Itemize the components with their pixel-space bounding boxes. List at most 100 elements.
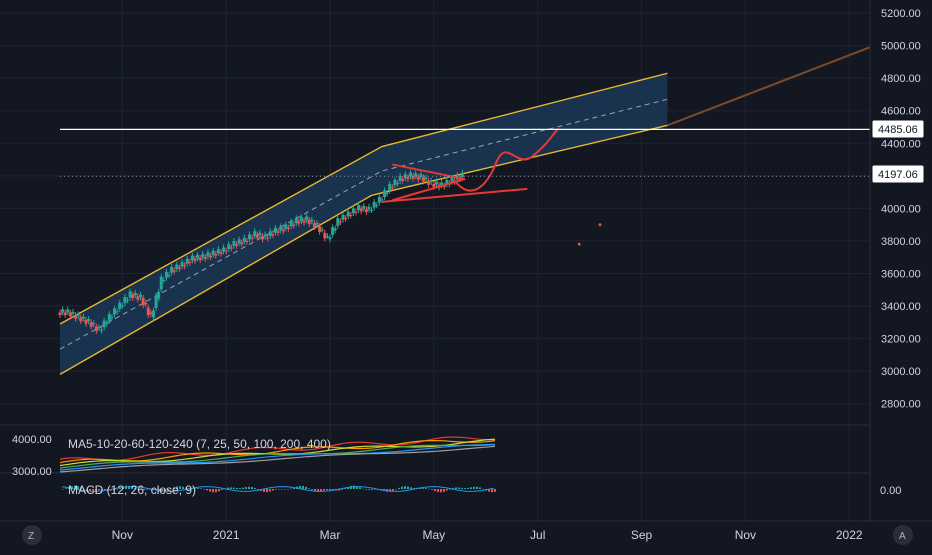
macd-histogram-bar: [455, 487, 457, 489]
macd-histogram-bar: [467, 487, 469, 489]
ma-line: [59, 445, 496, 473]
macd-histogram-bar: [392, 489, 394, 491]
candle-body: [123, 297, 127, 304]
macd-histogram-bar: [275, 489, 277, 490]
candle-body: [440, 182, 444, 186]
macd-histogram-bar: [230, 487, 232, 489]
candle-body: [131, 294, 135, 298]
candle-body: [434, 181, 438, 185]
price-tick-label: 5200.00: [881, 8, 921, 20]
marker-dot: [598, 223, 602, 227]
macd-histogram-bar: [128, 485, 130, 489]
candle-body: [175, 264, 179, 270]
time-axis[interactable]: Nov 2021 Mar May Jul Sep Nov 2022: [112, 528, 863, 542]
price-tag-upper[interactable]: 4485.06: [871, 119, 925, 139]
macd-histogram-bar: [203, 489, 205, 490]
triangle-pattern[interactable]: [392, 163, 466, 202]
macd-histogram-bar: [185, 487, 187, 489]
candle-body: [113, 308, 117, 315]
candle-body: [354, 211, 358, 213]
time-tick-label: 2022: [836, 528, 863, 542]
candle-body: [357, 205, 361, 210]
candle-body: [245, 240, 249, 242]
candlestick-series: [58, 169, 464, 334]
macd-histogram-bar: [182, 486, 184, 489]
macd-indicator-pane[interactable]: [61, 485, 496, 493]
candle-body: [406, 177, 410, 180]
macd-indicator-title[interactable]: MACD (12, 26, close, 9): [68, 483, 196, 497]
macd-histogram-bar: [212, 489, 214, 493]
macd-histogram-bar: [167, 489, 169, 491]
candle-body: [196, 254, 200, 259]
macd-histogram-bar: [269, 489, 271, 492]
macd-histogram-bar: [284, 489, 286, 490]
macd-histogram-bar: [314, 489, 316, 491]
projected-path[interactable]: [453, 127, 560, 192]
macd-histogram-bar: [209, 489, 211, 492]
macd-histogram-bar: [101, 489, 103, 490]
auto-scale-button[interactable]: A: [893, 525, 913, 545]
macd-histogram-bar: [347, 486, 349, 489]
macd-line: [61, 486, 495, 492]
trend-extension-line[interactable]: [667, 46, 871, 127]
candle-body: [401, 179, 405, 181]
channel-lower-line[interactable]: [59, 124, 668, 376]
candle-body: [408, 172, 412, 177]
macd-histogram-bar: [80, 487, 82, 489]
candle-body: [424, 177, 428, 180]
candle-body: [126, 299, 129, 301]
candle-body: [58, 312, 62, 315]
macd-histogram-bar: [62, 488, 64, 490]
candle-body: [227, 244, 231, 250]
macd-histogram-bar: [341, 489, 343, 490]
candle-body: [320, 229, 324, 231]
candle-body: [167, 275, 171, 277]
candle-body: [87, 319, 91, 322]
candle-body: [193, 258, 197, 261]
ma-indicator-pane[interactable]: [59, 436, 496, 473]
candle-body: [286, 227, 290, 229]
candle-body: [177, 267, 181, 270]
drawing-layer[interactable]: [381, 127, 602, 246]
candle-body: [237, 239, 241, 244]
price-tick-label: 2800.00: [881, 399, 921, 411]
macd-histogram-bar: [437, 489, 439, 493]
candle-body: [248, 234, 252, 240]
candle-body: [180, 262, 184, 267]
candle-body: [460, 172, 464, 178]
support-line[interactable]: [381, 187, 528, 203]
regression-channel[interactable]: [59, 46, 871, 376]
macd-histogram-bar: [482, 488, 484, 490]
candle-body: [102, 320, 106, 328]
candle-body: [331, 227, 335, 235]
macd-histogram-bar: [254, 487, 256, 489]
time-tick-label: May: [423, 528, 446, 542]
macd-histogram-bar: [197, 488, 199, 489]
candle-body: [377, 196, 381, 203]
zoom-button[interactable]: Z: [22, 525, 42, 545]
candle-body: [336, 218, 340, 226]
price-axis[interactable]: 2800.00 3000.00 3200.00 3400.00 3600.00 3800.…: [881, 8, 921, 411]
macd-histogram-bar: [104, 489, 106, 491]
candle-body: [450, 177, 454, 182]
candle-body: [79, 317, 83, 322]
horizontal-price-lines[interactable]: [60, 128, 870, 177]
macd-histogram-bar: [245, 487, 247, 489]
channel-upper-line[interactable]: [59, 72, 668, 325]
price-tick-label: 4400.00: [881, 138, 921, 150]
candle-body: [416, 176, 420, 180]
candle-body: [383, 190, 387, 197]
macd-histogram-bar: [389, 489, 391, 492]
candle-body: [344, 218, 348, 220]
candle-body: [133, 293, 137, 296]
candle-body: [393, 179, 397, 186]
price-tag-current[interactable]: 4197.06: [871, 164, 925, 184]
ma-indicator-title[interactable]: MA5-10-20-60-120-240 (7, 25, 50, 100, 20…: [68, 437, 331, 451]
price-tick-label: 3800.00: [881, 236, 921, 248]
macd-histogram-bar: [137, 489, 139, 490]
macd-histogram-bar: [431, 489, 433, 490]
candle-body: [146, 307, 150, 315]
macd-histogram-bar: [272, 489, 274, 491]
